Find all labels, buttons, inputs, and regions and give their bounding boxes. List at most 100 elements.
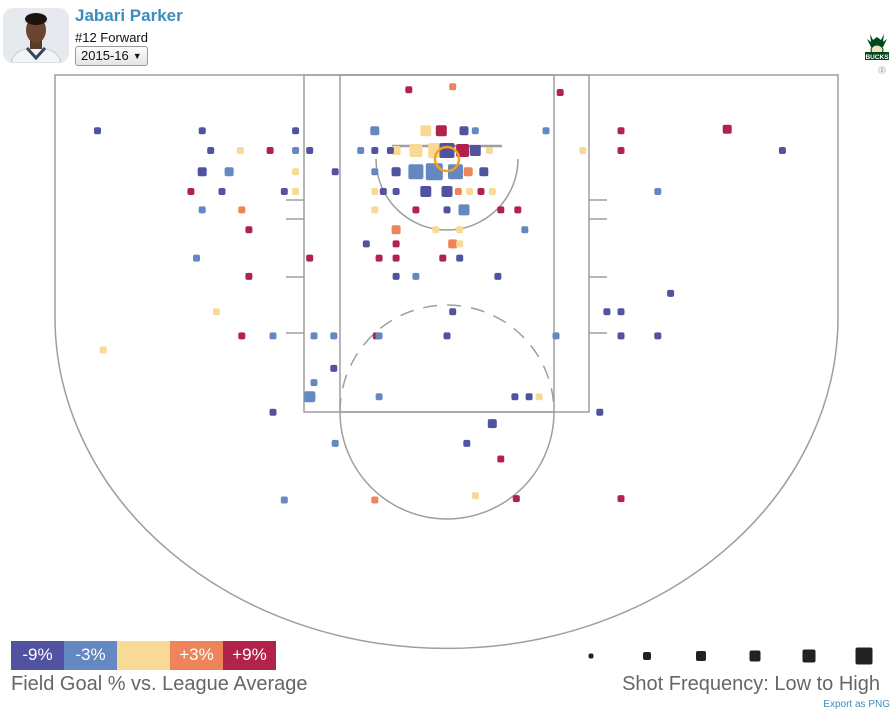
shot-marker[interactable] [357,147,365,154]
shot-marker[interactable] [552,332,560,340]
shot-marker[interactable] [456,226,464,234]
shot-marker[interactable] [371,206,379,214]
shot-marker[interactable] [596,408,604,416]
shot-marker[interactable] [494,272,502,280]
shot-marker[interactable] [778,147,786,154]
shot-marker[interactable] [722,124,732,134]
shot-marker[interactable] [391,225,401,235]
shot-marker[interactable] [456,240,464,248]
shot-marker[interactable] [448,164,463,180]
shot-marker[interactable] [535,393,543,401]
shot-marker[interactable] [497,206,505,214]
shot-marker[interactable] [331,439,339,447]
shot-marker[interactable] [310,332,318,340]
shot-marker[interactable] [459,126,469,136]
shot-marker[interactable] [330,332,338,340]
shot-marker[interactable] [391,146,401,155]
shot-marker[interactable] [212,308,220,316]
shot-marker[interactable] [466,188,474,195]
shot-marker[interactable] [99,346,107,354]
shot-marker[interactable] [238,206,246,214]
shot-marker[interactable] [405,86,413,94]
shot-marker[interactable] [292,188,300,195]
shot-marker[interactable] [392,272,400,280]
shot-marker[interactable] [471,127,479,135]
shot-marker[interactable] [266,147,274,154]
shot-marker[interactable] [218,188,226,195]
shot-marker[interactable] [330,364,338,372]
shot-marker[interactable] [448,239,458,249]
shot-marker[interactable] [412,272,420,280]
shot-marker[interactable] [207,147,215,154]
shot-marker[interactable] [443,206,451,214]
shot-marker[interactable] [454,188,462,195]
shot-marker[interactable] [654,332,662,340]
shot-marker[interactable] [469,145,481,156]
shot-marker[interactable] [428,143,444,158]
shot-marker[interactable] [432,226,440,234]
shot-marker[interactable] [463,167,473,177]
shot-marker[interactable] [245,226,253,234]
shot-marker[interactable] [617,495,625,503]
shot-marker[interactable] [525,393,533,401]
shot-marker[interactable] [654,188,662,195]
shot-marker[interactable] [198,127,206,135]
shot-marker[interactable] [224,167,234,177]
shot-marker[interactable] [269,408,277,416]
shot-marker[interactable] [187,188,195,195]
shot-marker[interactable] [269,332,277,340]
shot-marker[interactable] [420,125,432,137]
shot-marker[interactable] [471,492,479,500]
shot-marker[interactable] [245,272,253,280]
shot-marker[interactable] [306,147,314,154]
shot-marker[interactable] [280,496,288,504]
shot-marker[interactable] [443,332,451,340]
shot-marker[interactable] [497,455,505,463]
shot-marker[interactable] [441,186,453,197]
shot-marker[interactable] [439,254,447,262]
shot-marker[interactable] [603,308,611,316]
shot-marker[interactable] [488,188,496,195]
shot-marker[interactable] [579,147,587,154]
shot-marker[interactable] [310,379,318,387]
shot-marker[interactable] [331,168,339,176]
shot-marker[interactable] [238,332,246,340]
export-png-link[interactable]: Export as PNG [823,699,890,710]
shot-marker[interactable] [487,419,497,429]
shot-marker[interactable] [280,188,288,195]
shot-marker[interactable] [617,147,625,154]
shot-marker[interactable] [304,391,316,403]
shot-marker[interactable] [197,167,207,177]
shot-marker[interactable] [292,147,300,154]
shot-marker[interactable] [236,147,244,154]
shot-marker[interactable] [463,439,471,447]
shot-marker[interactable] [479,167,489,177]
shot-marker[interactable] [521,226,529,234]
shot-marker[interactable] [371,188,379,195]
shot-marker[interactable] [458,204,470,216]
shot-marker[interactable] [292,127,300,135]
shot-marker[interactable] [449,308,457,316]
shot-marker[interactable] [439,143,455,158]
shot-marker[interactable] [456,144,470,157]
shot-marker[interactable] [425,163,443,181]
shot-marker[interactable] [420,186,432,197]
shot-marker[interactable] [375,393,383,401]
shot-marker[interactable] [514,206,522,214]
shot-marker[interactable] [371,147,379,154]
shot-marker[interactable] [94,127,101,135]
shot-marker[interactable] [456,254,464,262]
shot-marker[interactable] [371,168,379,176]
shot-marker[interactable] [512,495,520,503]
shot-marker[interactable] [409,144,423,157]
shot-marker[interactable] [617,332,625,340]
shot-marker[interactable] [386,147,394,154]
shot-marker[interactable] [542,127,550,135]
shot-marker[interactable] [292,168,300,176]
shot-marker[interactable] [391,167,401,177]
shot-marker[interactable] [362,240,370,248]
shot-marker[interactable] [392,188,400,195]
shot-marker[interactable] [375,254,383,262]
shot-marker[interactable] [412,206,420,214]
shot-marker[interactable] [392,240,400,248]
